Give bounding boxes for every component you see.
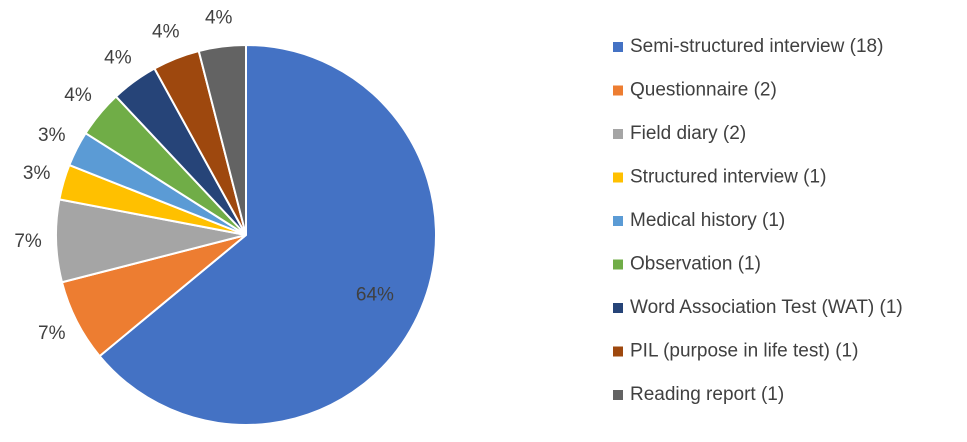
legend-label: Medical history (1) xyxy=(630,210,785,231)
legend-label: Field diary (2) xyxy=(630,123,746,144)
legend-swatch xyxy=(613,216,623,226)
data-label: 4% xyxy=(152,21,180,42)
data-label: 4% xyxy=(64,85,92,106)
legend-swatch xyxy=(613,172,623,183)
legend-label: Structured interview (1) xyxy=(630,167,826,188)
data-label: 64% xyxy=(356,285,394,306)
pie-slice xyxy=(98,43,437,426)
legend-swatch xyxy=(613,346,623,357)
data-label: 3% xyxy=(23,163,51,184)
legend-swatch xyxy=(613,129,623,139)
data-label: 3% xyxy=(38,125,66,146)
pie-slice xyxy=(197,43,247,236)
legend-swatch xyxy=(613,259,623,270)
data-label: 7% xyxy=(38,323,66,344)
legend-label: Questionnaire (2) xyxy=(630,80,777,101)
legend-swatch xyxy=(613,42,623,52)
legend-label: Word Association Test (WAT) (1) xyxy=(630,297,903,318)
data-label: 4% xyxy=(205,8,233,29)
data-label: 4% xyxy=(104,48,132,69)
legend-label: Reading report (1) xyxy=(630,384,784,405)
legend-swatch xyxy=(613,390,623,400)
legend-swatch xyxy=(613,85,623,96)
data-label: 7% xyxy=(14,231,42,252)
legend-label: PIL (purpose in life test) (1) xyxy=(630,341,858,362)
legend-swatch xyxy=(613,303,623,313)
legend-label: Semi-structured interview (18) xyxy=(630,36,883,57)
legend-label: Observation (1) xyxy=(630,254,761,275)
